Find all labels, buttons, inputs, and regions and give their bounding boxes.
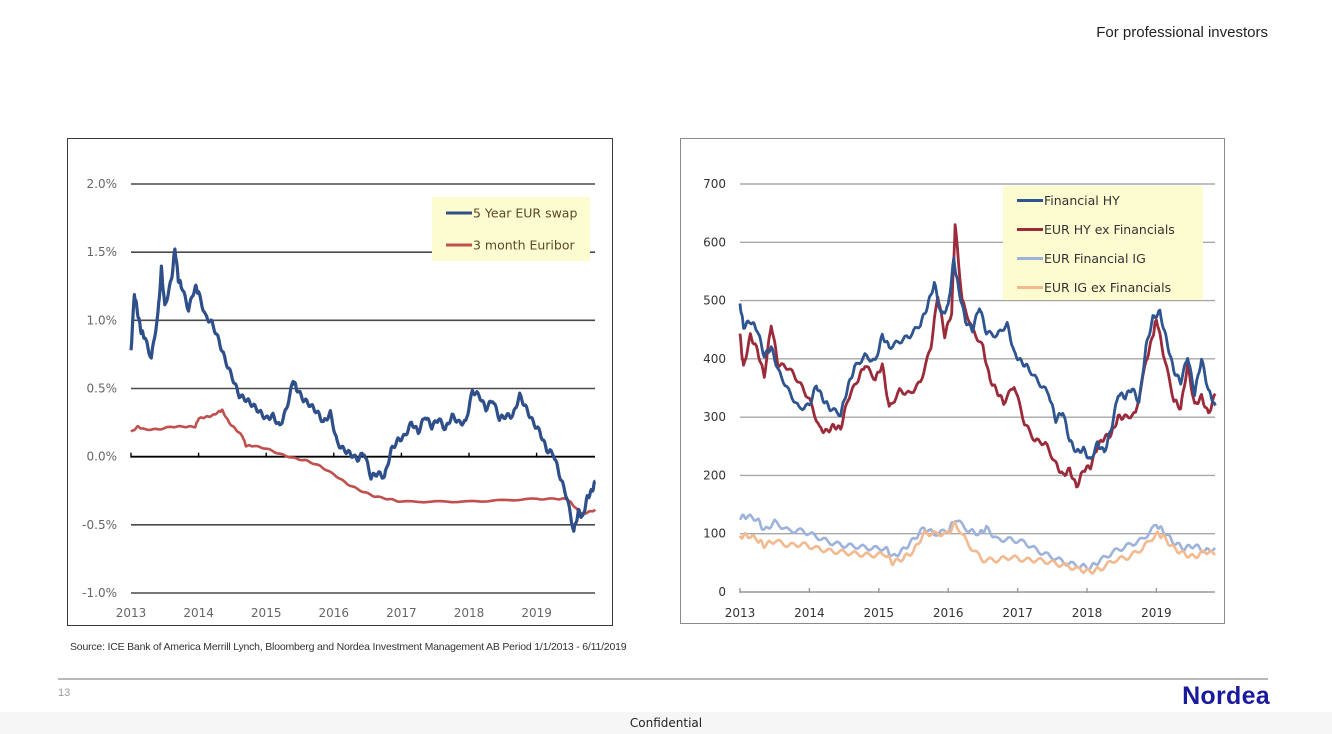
legend-label: EUR IG ex Financials bbox=[1044, 280, 1171, 295]
y-tick-label: 500 bbox=[703, 294, 726, 308]
y-tick-label: -0.5% bbox=[82, 518, 117, 532]
x-tick-label: 2015 bbox=[864, 606, 895, 620]
y-tick-label: 0.5% bbox=[87, 382, 118, 396]
legend-box bbox=[1003, 186, 1203, 300]
legend-label: 5 Year EUR swap bbox=[473, 206, 577, 221]
page-number: 13 bbox=[58, 687, 71, 699]
legend-label: EUR Financial IG bbox=[1044, 251, 1146, 266]
x-tick-label: 2017 bbox=[386, 606, 417, 620]
y-tick-label: 0 bbox=[718, 585, 726, 599]
series-eur-ig-ex-financials-line bbox=[738, 521, 1216, 575]
footer-divider bbox=[58, 678, 1268, 680]
confidential-label: Confidential bbox=[629, 716, 703, 730]
x-tick-label: 2018 bbox=[1072, 606, 1103, 620]
legend-label: Financial HY bbox=[1044, 193, 1120, 208]
y-tick-label: 600 bbox=[703, 235, 726, 249]
y-tick-label: 100 bbox=[703, 527, 726, 541]
y-tick-label: 1.0% bbox=[87, 313, 118, 327]
bottom-band bbox=[0, 712, 1332, 734]
legend-box bbox=[432, 197, 590, 261]
series-eur-hy-ex-financials-line bbox=[738, 223, 1217, 489]
y-tick-label: 2.0% bbox=[87, 177, 118, 191]
audience-note: For professional investors bbox=[1096, 24, 1268, 41]
y-tick-label: -1.0% bbox=[82, 586, 117, 600]
y-tick-label: 200 bbox=[703, 468, 726, 482]
y-tick-label: 700 bbox=[703, 177, 726, 191]
y-tick-label: 1.5% bbox=[87, 245, 118, 259]
x-tick-label: 2014 bbox=[183, 606, 214, 620]
x-tick-label: 2019 bbox=[521, 606, 552, 620]
y-tick-label: 0.0% bbox=[87, 450, 118, 464]
x-tick-label: 2014 bbox=[794, 606, 825, 620]
y-tick-label: 400 bbox=[703, 352, 726, 366]
x-tick-label: 2015 bbox=[251, 606, 282, 620]
source-note: Source: ICE Bank of America Merrill Lync… bbox=[70, 641, 627, 653]
x-tick-label: 2017 bbox=[1002, 606, 1033, 620]
legend-label: 3 month Euribor bbox=[473, 238, 575, 253]
series-3-month-euribor-line bbox=[130, 408, 597, 516]
x-tick-label: 2013 bbox=[725, 606, 756, 620]
y-tick-label: 300 bbox=[703, 410, 726, 424]
x-tick-label: 2016 bbox=[319, 606, 350, 620]
series-financial-hy-line bbox=[738, 256, 1217, 460]
x-tick-label: 2013 bbox=[116, 606, 147, 620]
x-tick-label: 2019 bbox=[1141, 606, 1172, 620]
nordea-logo: Nordea bbox=[1182, 682, 1270, 710]
series-5-year-eur-swap-line bbox=[129, 247, 597, 533]
series-eur-financial-ig-line bbox=[738, 513, 1216, 571]
x-tick-label: 2016 bbox=[933, 606, 964, 620]
legend-label: EUR HY ex Financials bbox=[1044, 222, 1175, 237]
x-tick-label: 2018 bbox=[454, 606, 485, 620]
